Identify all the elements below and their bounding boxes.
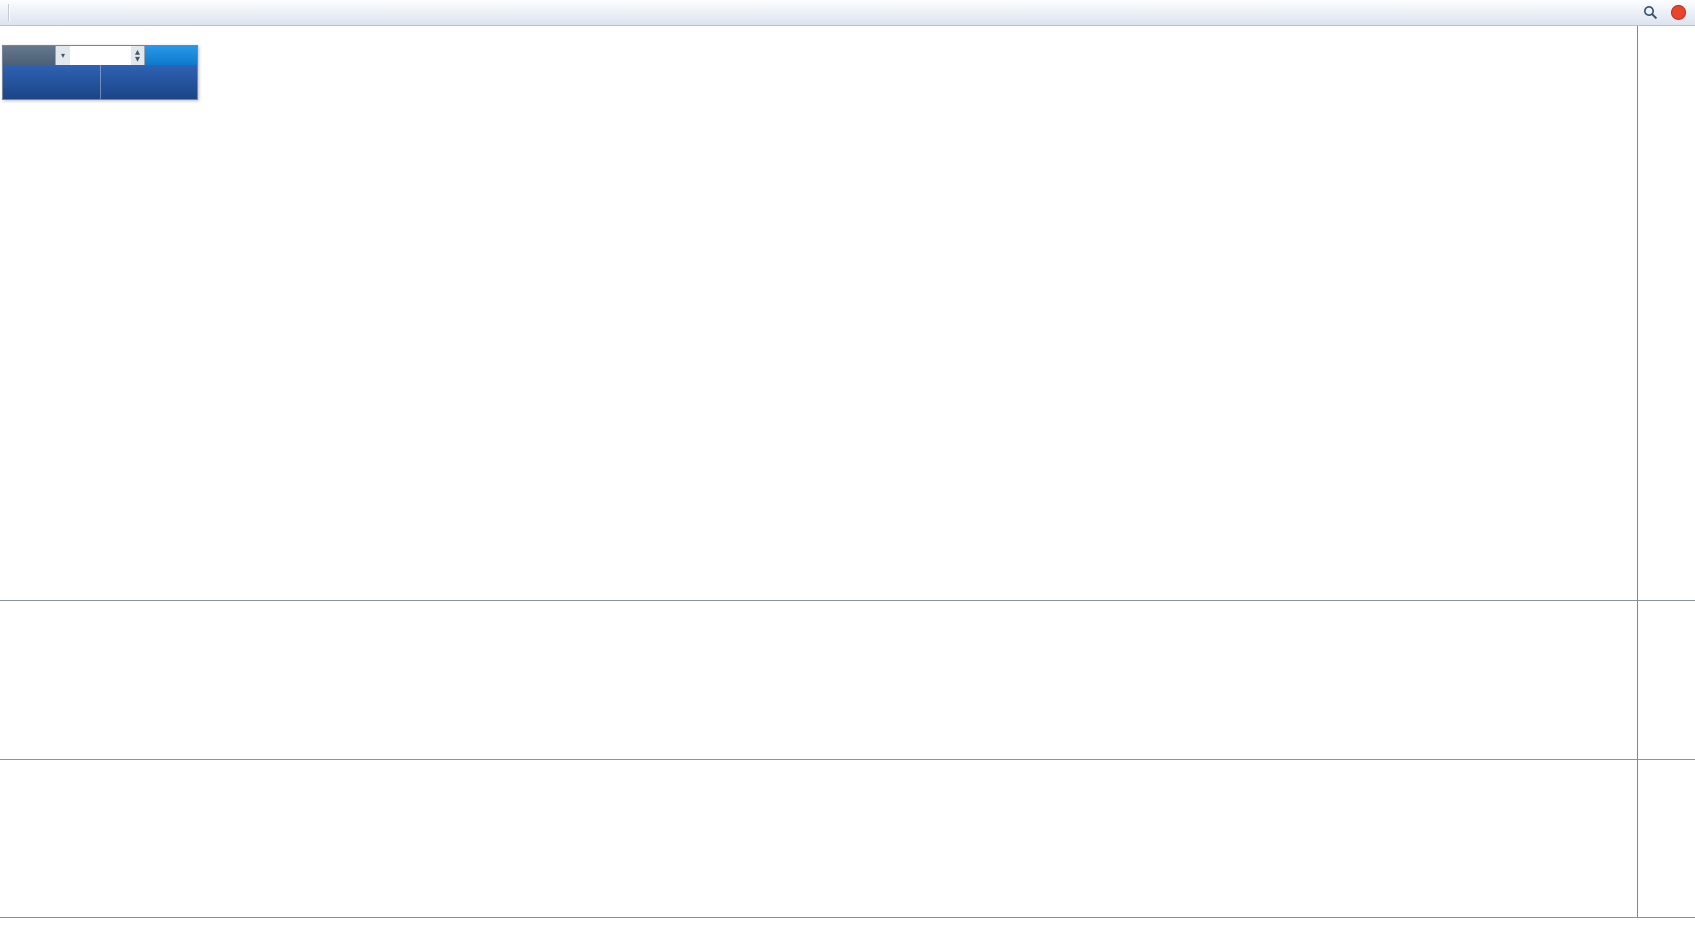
sell-button[interactable]	[3, 46, 55, 65]
buy-price-button[interactable]	[101, 65, 198, 99]
macd-panel-canvas[interactable]	[0, 601, 1637, 759]
volume-spinner[interactable]: ▲ ▼	[131, 46, 144, 65]
trade-panel-controls: ▾ ▲ ▼	[3, 46, 197, 65]
rsi-panel-canvas[interactable]	[0, 760, 1637, 917]
panel-separator[interactable]	[0, 917, 1695, 918]
trade-panel-prices	[3, 65, 197, 99]
one-click-trading-panel: ▾ ▲ ▼	[2, 45, 198, 100]
volume-control: ▾ ▲ ▼	[55, 46, 145, 65]
panel-separator[interactable]	[0, 759, 1695, 760]
time-axis[interactable]	[0, 918, 1695, 943]
search-icon[interactable]	[1639, 3, 1662, 23]
price-divider	[99, 65, 101, 99]
toolbar-right	[1639, 3, 1691, 23]
price-axis[interactable]	[1637, 26, 1695, 918]
chart-annotations	[0, 0, 1637, 918]
buy-button[interactable]	[145, 46, 197, 65]
toolbar-separator	[8, 4, 9, 21]
main-toolbar	[0, 0, 1695, 26]
panel-separator[interactable]	[0, 600, 1695, 601]
notification-badge[interactable]	[1671, 5, 1686, 20]
main-chart-canvas[interactable]	[0, 26, 1637, 600]
sell-price-button[interactable]	[3, 65, 100, 99]
volume-dropdown-icon[interactable]: ▾	[56, 46, 70, 65]
